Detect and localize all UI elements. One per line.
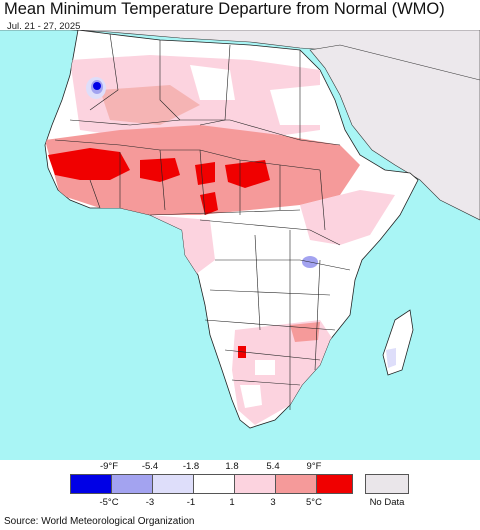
legend-c-label-5: 3	[270, 497, 276, 508]
legend-swatch-2	[111, 474, 153, 494]
legend-f-label-3: -1.8	[182, 461, 200, 472]
legend-f-label-5: 5.4	[266, 461, 280, 472]
legend-c-label-2: -3	[145, 497, 155, 508]
legend-f-label-4: 1.8	[225, 461, 239, 472]
legend-c-label-6: 5°C	[306, 497, 322, 508]
country-borders	[54, 33, 351, 410]
legend-f-label-1: -9°F	[99, 461, 119, 472]
legend-swatch-5	[234, 474, 276, 494]
legend-f-label-6: 9°F	[306, 461, 322, 472]
madagascar-anomaly	[386, 348, 396, 368]
legend-f-label-2: -5.4	[141, 461, 159, 472]
middle-east-region	[309, 44, 480, 221]
legend-c-label-4: 1	[229, 497, 235, 508]
legend-no-data-swatch	[365, 474, 409, 494]
map-area	[0, 29, 480, 460]
legend-c-label-1: -5°C	[99, 497, 119, 508]
legend-swatch-7	[316, 474, 353, 494]
africa-map	[0, 29, 480, 460]
legend-no-data-label: No Data	[369, 497, 405, 508]
legend-swatch-1	[70, 474, 112, 494]
map-title: Mean Minimum Temperature Departure from …	[4, 0, 445, 18]
legend-swatch-6	[275, 474, 317, 494]
legend-swatch-3	[152, 474, 194, 494]
legend-c-label-3: -1	[186, 497, 196, 508]
date-range: Jul. 21 - 27, 2025	[7, 21, 81, 32]
legend-swatch-4	[193, 474, 235, 494]
legend: -9°F -5.4 -1.8 1.8 5.4 9°F -5°C -3 -1 1 …	[0, 460, 480, 515]
source-credit: Source: World Meteorological Organizatio…	[4, 516, 195, 527]
